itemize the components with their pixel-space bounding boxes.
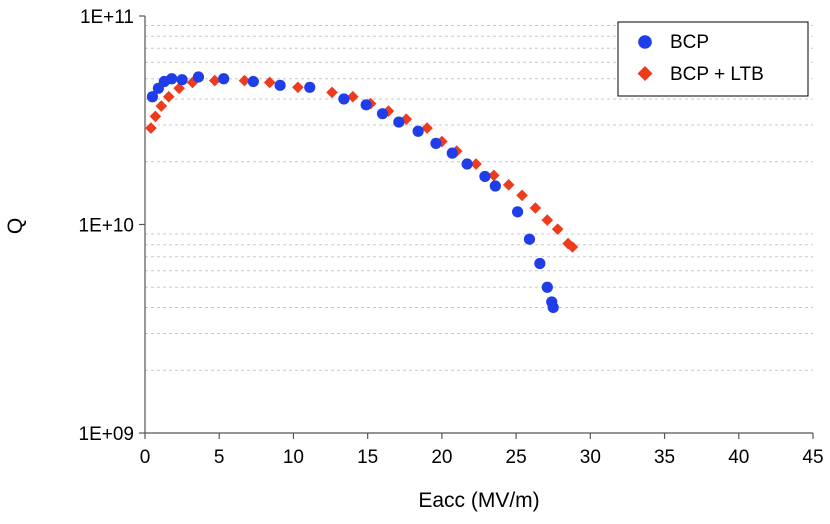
bcp-point (523, 233, 536, 245)
bcp-ltb-point (529, 202, 542, 214)
x-tick-label: 5 (214, 447, 225, 468)
bcp-point (430, 137, 442, 149)
bcp-ltb-point (173, 82, 185, 95)
bcp-point (393, 116, 405, 128)
bcp-point (192, 71, 205, 83)
bcp-point (218, 73, 230, 85)
bcp-ltb-point (421, 122, 433, 134)
bcp-point (376, 108, 389, 120)
bcp-ltb-point (562, 237, 574, 250)
bcp-point (360, 99, 372, 111)
x-tick-label: 15 (357, 447, 378, 468)
bcp-point (146, 91, 159, 103)
y-tick-label: 1E+11 (80, 7, 134, 28)
bcp-ltb-point (149, 110, 162, 123)
bcp-point (274, 79, 286, 91)
legend-marker-bcp-ltb (637, 66, 653, 81)
bcp-ltb-point (516, 189, 528, 202)
bcp-ltb-point (502, 179, 515, 191)
bcp-ltb-point (145, 122, 157, 134)
bcp-ltb-point (488, 169, 500, 182)
y-axis-ticks: 1E+11 1E+10 1E+09 (79, 7, 145, 445)
x-tick-label: 35 (654, 447, 675, 468)
legend-label-bcp-ltb: BCP + LTB (670, 64, 764, 85)
legend: BCP BCP + LTB (617, 21, 809, 97)
bcp-point (412, 125, 424, 137)
bcp-ltb-point (155, 100, 168, 112)
bcp-point (446, 147, 458, 159)
x-axis-title: Eacc (MV/m) (418, 489, 539, 512)
bcp-point (338, 93, 350, 105)
bcp-point (479, 170, 491, 183)
x-tick-label: 20 (431, 447, 452, 468)
bcp-point (534, 257, 546, 270)
bcp-ltb-point (326, 86, 338, 99)
x-tick-label: 40 (728, 447, 749, 468)
y-tick-label: 1E+09 (79, 424, 134, 445)
bcp-point (489, 180, 501, 192)
bcp-point (166, 73, 178, 85)
bcp-point (304, 81, 316, 93)
legend-label-bcp: BCP (670, 32, 709, 53)
data-points (145, 71, 579, 314)
bcp-point (541, 281, 553, 293)
x-tick-label: 25 (506, 447, 527, 468)
bcp-ltb-point (162, 90, 175, 103)
x-axis-ticks: 0 5 10 15 20 25 30 35 40 45 (140, 433, 824, 468)
y-tick-label: 1E+10 (79, 216, 134, 237)
y-axis-title: Q (4, 218, 27, 234)
bcp-point (547, 301, 559, 314)
bcp-ltb-point (208, 74, 221, 87)
bcp-ltb-point (470, 158, 482, 170)
bcp-ltb-point (347, 90, 359, 103)
bcp-ltb-point (551, 223, 564, 235)
bcp-ltb-point (566, 241, 579, 253)
bcp-point (511, 206, 524, 218)
bcp-ltb-point (541, 214, 554, 226)
bcp-ltb-point (263, 76, 276, 89)
legend-box (617, 21, 809, 97)
bcp-ltb-point (238, 74, 251, 87)
x-tick-label: 0 (140, 447, 151, 468)
bcp-point (247, 75, 259, 88)
bcp-ltb-point (292, 81, 304, 94)
x-tick-label: 30 (580, 447, 601, 468)
x-tick-label: 45 (802, 447, 823, 468)
legend-marker-bcp (638, 35, 652, 49)
bcp-point (461, 158, 473, 170)
x-tick-label: 10 (283, 447, 304, 468)
bcp-point (176, 74, 188, 86)
